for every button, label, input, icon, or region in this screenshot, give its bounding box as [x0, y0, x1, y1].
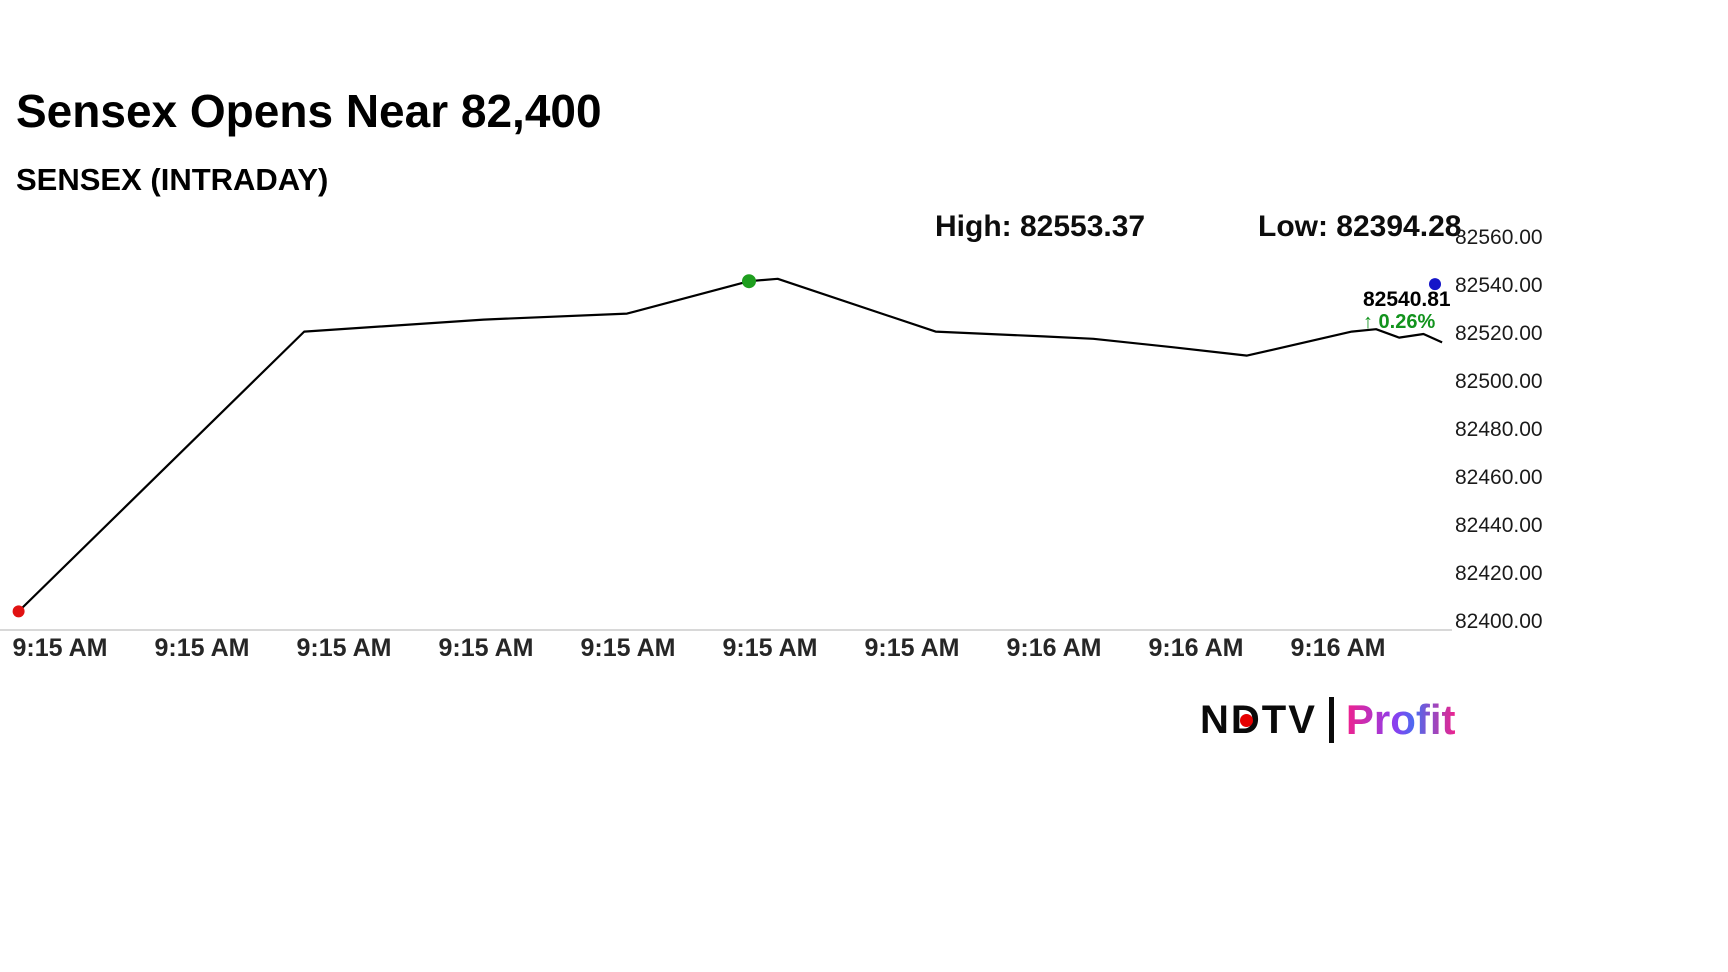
ndtv-text: NDTV [1200, 697, 1317, 742]
high-value-label: High: 82553.37 [935, 210, 1146, 243]
y-tick-label: 82440.00 [1455, 514, 1543, 537]
ndtv-profit-logo: NDTV Profit [1200, 696, 1456, 744]
y-tick-label: 82560.00 [1455, 226, 1543, 249]
price-line [17, 277, 1443, 613]
x-tick-label: 9:15 AM [864, 634, 960, 662]
y-tick-label: 82500.00 [1455, 370, 1543, 393]
ndtv-wordmark: NDTV [1200, 698, 1317, 743]
x-tick-label: 9:15 AM [296, 634, 392, 662]
high-marker [742, 274, 756, 289]
profit-wordmark: Profit [1345, 696, 1456, 743]
chart-subtitle: SENSEX (INTRADAY) [16, 162, 329, 197]
y-tick-label: 82460.00 [1455, 466, 1543, 489]
x-tick-label: 9:15 AM [438, 634, 534, 662]
x-tick-label: 9:15 AM [154, 634, 250, 662]
page-title: Sensex Opens Near 82,400 [16, 85, 602, 137]
last-change-label: ↑ 0.26% [1363, 311, 1436, 333]
last-price-label: 82540.81 [1363, 288, 1451, 311]
ndtv-red-dot-icon [1240, 713, 1253, 727]
y-tick-label: 82540.00 [1455, 274, 1543, 297]
x-tick-label: 9:15 AM [580, 634, 676, 662]
logo-divider [1328, 697, 1334, 743]
y-tick-label: 82520.00 [1455, 322, 1543, 345]
low-value-label: Low: 82394.28 [1258, 210, 1462, 243]
x-tick-label: 9:16 AM [1006, 634, 1102, 662]
x-tick-label: 9:16 AM [1148, 634, 1244, 662]
last-marker [1429, 278, 1441, 291]
open-marker [12, 605, 25, 618]
x-tick-label: 9:15 AM [12, 634, 108, 662]
y-tick-label: 82400.00 [1455, 610, 1543, 633]
y-tick-label: 82480.00 [1455, 418, 1543, 441]
x-tick-label: 9:15 AM [722, 634, 818, 662]
x-tick-label: 9:16 AM [1290, 634, 1386, 662]
y-tick-label: 82420.00 [1455, 562, 1543, 585]
